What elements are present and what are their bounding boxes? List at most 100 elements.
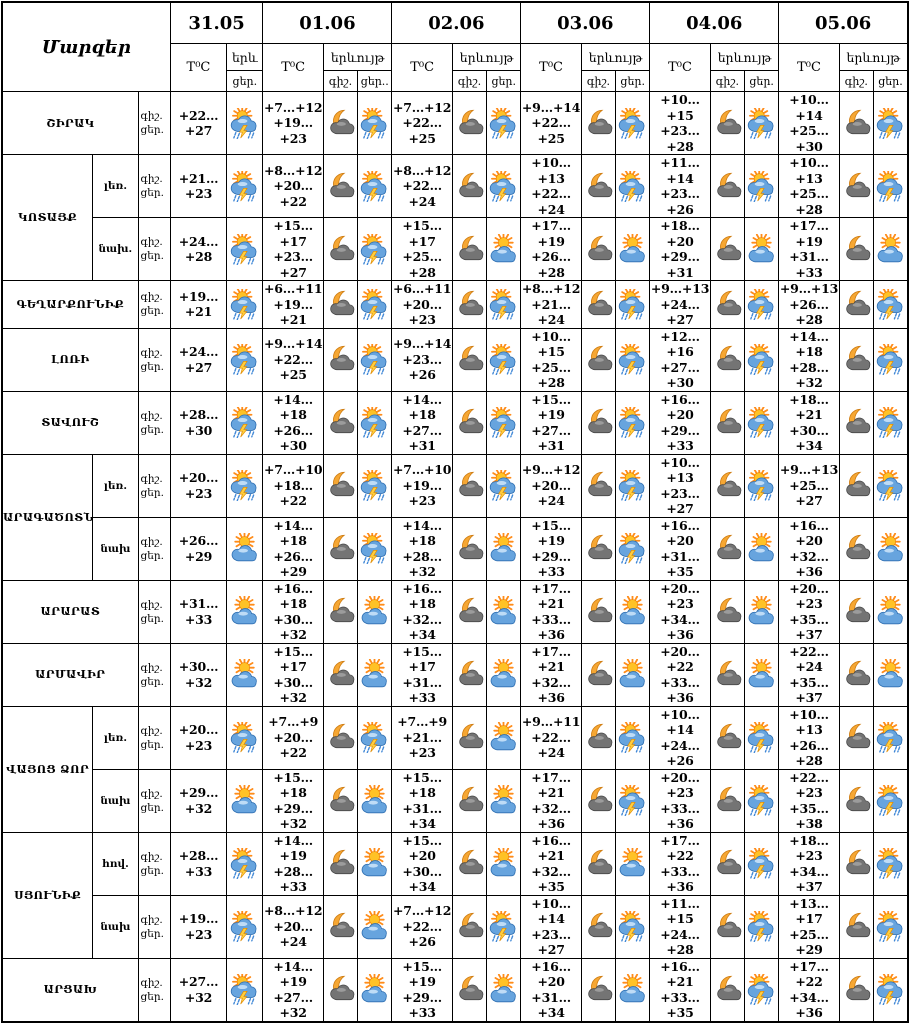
day-temp: +31…+35: [660, 548, 700, 580]
temp-range-cell: +15…+17 +23…+27: [262, 217, 324, 281]
night-temp: +17…+22: [660, 832, 700, 863]
weather-icon-cell: [838, 327, 874, 392]
sun-cloud-thunderstorm-icon: [747, 848, 774, 879]
weather-icon-cell: [357, 280, 393, 329]
temp-range-31-05: +26…+29: [169, 516, 228, 581]
day-temp: +32…+36: [531, 674, 571, 706]
night-label: գիշ.: [140, 346, 163, 359]
sun-cloud-thunderstorm-icon: [231, 233, 257, 265]
moon-cloud-icon: [588, 723, 613, 749]
time-labels-cell: գիշ. ցեր.: [137, 217, 171, 281]
night-temp: +16…+20: [531, 958, 571, 989]
weather-icon-cell: [451, 154, 488, 218]
night-temp: +16…+21: [531, 832, 571, 863]
temp-range-cell: +16…+18 +32…+34: [391, 579, 453, 644]
night-temp: +17…+19: [531, 218, 571, 249]
weather-icon-cell: [580, 642, 617, 707]
date-header-4: 04.06: [649, 1, 780, 44]
day-temp: +22…+25: [402, 115, 442, 146]
temp-range-cell: +10…+14 +25…+30: [778, 91, 840, 155]
night-label: գիշ.: [140, 535, 163, 548]
table-row: ԳԵՂԱՐՔՈՒՆԻՔ գիշ. ցեր. +19…+21 +6…+11 +19…+21 +…: [1, 280, 909, 329]
moon-cloud-icon: [846, 786, 871, 812]
temp-range-cell: +7…+12 +19…+23: [262, 91, 324, 155]
temp-range-cell: +6…+11 +20…+23: [391, 280, 453, 329]
day-temp: +25…+30: [789, 123, 829, 154]
temp-range-cell: +14…+18 +28…+32: [391, 516, 453, 581]
weather-icon-cell: [615, 642, 651, 707]
day-temp: +27…+31: [531, 422, 571, 454]
day-temp: +25…+28: [789, 186, 829, 217]
table-row: ԱՐԱՐԱՏ գիշ. ցեր. +31…+33 +16…+18 +30…+32 +16…+…: [1, 579, 909, 644]
weather-icon-cell: [322, 390, 359, 455]
weather-icon-cell: [744, 579, 780, 644]
weather-icon-cell: [615, 91, 651, 155]
weather-icon-cell: [226, 831, 264, 896]
night-temp: +15…+17: [402, 218, 442, 249]
time-labels-cell: գիշ. ցեր.: [137, 831, 171, 896]
day-temp: +29…+31: [660, 249, 700, 280]
temp-range-cell: +7…+10 +19…+23: [391, 453, 453, 518]
temp-range-cell: +15…+19 +29…+33: [391, 957, 453, 1022]
day-temp: +30…+32: [273, 674, 313, 706]
day-label: ցեր.: [140, 675, 164, 688]
day-temp: +25…+27: [789, 477, 829, 509]
night-temp: +20…+23: [660, 580, 700, 611]
sun-cloud-thunderstorm-icon: [618, 407, 645, 438]
weather-icon-cell: [872, 280, 909, 329]
day-temp: +31…+34: [531, 989, 571, 1021]
moon-cloud-icon: [588, 975, 613, 1001]
moon-cloud-icon: [717, 912, 742, 938]
night-temp: +18…+23: [789, 832, 829, 863]
weather-icon-cell: [580, 579, 617, 644]
subregion-label: հով.: [92, 831, 139, 896]
moon-cloud-icon: [588, 786, 613, 812]
weather-icon-cell: [872, 91, 909, 155]
weather-icon-cell: [357, 894, 393, 959]
temp-range-cell: +8…+12 +22…+24: [391, 154, 453, 218]
temp-range-cell: +20…+23 +34…+36: [649, 579, 711, 644]
sun-cloud-thunderstorm-icon: [618, 170, 645, 202]
day-temp: +26…+28: [531, 249, 571, 280]
sun-cloud-icon: [748, 533, 774, 562]
weather-icon-cell: [486, 327, 522, 392]
night-label: գիշ.: [140, 173, 163, 185]
night-temp: +20…+23: [660, 769, 700, 800]
weather-icon-cell: [486, 579, 522, 644]
time-labels-cell: գիշ. ցեր.: [137, 390, 171, 455]
weather-icon-cell: [451, 217, 488, 281]
night-temp: +17…+21: [531, 580, 571, 611]
moon-cloud-icon: [846, 912, 871, 938]
table-row: ՍՅՈՒՆԻՔ հով. գիշ. ցեր. +28…+33 +14…+19 +28…+33…: [1, 831, 909, 959]
weather-icon-cell: [322, 831, 359, 896]
day-temp: +20…+22: [273, 178, 313, 209]
weather-icon-cell: [709, 154, 746, 218]
weather-icon-cell: [451, 642, 488, 707]
sun-cloud-thunderstorm-icon: [361, 170, 387, 202]
weather-icon-cell: [709, 327, 746, 392]
night-temp: +9…+13: [779, 462, 839, 478]
night-temp: +7…+9: [268, 714, 319, 730]
night-label: գիշ.: [140, 598, 163, 611]
temp-range-cell: +18…+21 +30…+34: [778, 390, 840, 455]
day-label: ցեր.: [140, 990, 164, 1003]
day-temp: +22…+25: [531, 115, 571, 146]
sun-cloud-icon: [361, 848, 388, 877]
temp-range-31-05: +19…+23: [169, 894, 228, 959]
table-row: ԼՈՌԻ գիշ. ցեր. +24…+27 +9…+14 +22…+25 +9…+14 +2…: [1, 327, 909, 392]
sun-cloud-thunderstorm-icon: [876, 407, 903, 438]
temp-range-cell: +7…+10 +18…+22: [262, 453, 324, 518]
moon-cloud-icon: [330, 912, 355, 938]
weather-icon-cell: [357, 453, 393, 518]
weather-icon-cell: [872, 453, 909, 518]
temp-range-cell: +17…+22 +33…+36: [649, 831, 711, 896]
region-name: ԼՈՌԻ: [1, 327, 139, 392]
weather-icon-cell: [451, 453, 488, 518]
weather-icon-cell: [872, 705, 909, 770]
weather-icon-cell: [486, 217, 522, 281]
moon-cloud-icon: [717, 109, 742, 134]
weather-icon-cell: [357, 154, 393, 218]
night-temp: +15…+19: [402, 958, 442, 989]
region-name: ՏԱՎՈՒՇ: [1, 390, 139, 455]
sun-cloud-thunderstorm-icon: [231, 407, 257, 438]
